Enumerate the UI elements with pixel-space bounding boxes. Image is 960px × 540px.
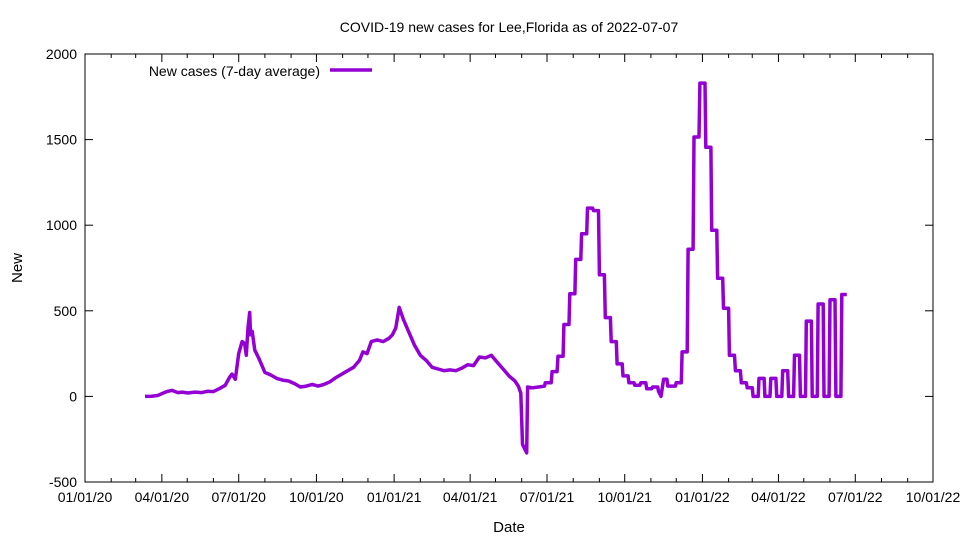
x-tick-label: 07/01/21 (520, 489, 575, 505)
y-tick-label: 500 (54, 303, 78, 319)
y-tick-label: 2000 (46, 46, 77, 62)
x-axis-label: Date (493, 519, 525, 536)
legend: New cases (7-day average) (149, 63, 372, 79)
chart-title: COVID-19 new cases for Lee,Florida as of… (340, 19, 679, 35)
series-layer (144, 81, 847, 455)
x-tick-label: 04/01/22 (751, 489, 806, 505)
legend-label: New cases (7-day average) (149, 63, 320, 79)
x-tick-label: 10/01/21 (597, 489, 652, 505)
x-tick-label: 01/01/20 (58, 489, 113, 505)
y-axis-label: New (9, 253, 26, 283)
plot-frame (84, 53, 934, 483)
x-tick-label: 07/01/22 (828, 489, 883, 505)
x-tick-label: 10/01/22 (906, 489, 960, 505)
x-tick-label: 04/01/21 (443, 489, 498, 505)
ticks-layer: -500 0 500 1000 1500 2000 01/01/20 04/01/20 07/0… (46, 46, 960, 505)
y-tick-label: 1500 (46, 132, 77, 148)
x-tick-label: 07/01/20 (211, 489, 266, 505)
x-tick-label: 01/01/22 (675, 489, 730, 505)
x-tick-label: 10/01/20 (289, 489, 344, 505)
y-tick-label: 1000 (46, 217, 77, 233)
x-tick-label: 04/01/20 (135, 489, 190, 505)
y-tick-label: -500 (49, 474, 77, 490)
series-line (144, 81, 847, 455)
y-tick-label: 0 (69, 388, 77, 404)
x-tick-label: 01/01/21 (367, 489, 422, 505)
